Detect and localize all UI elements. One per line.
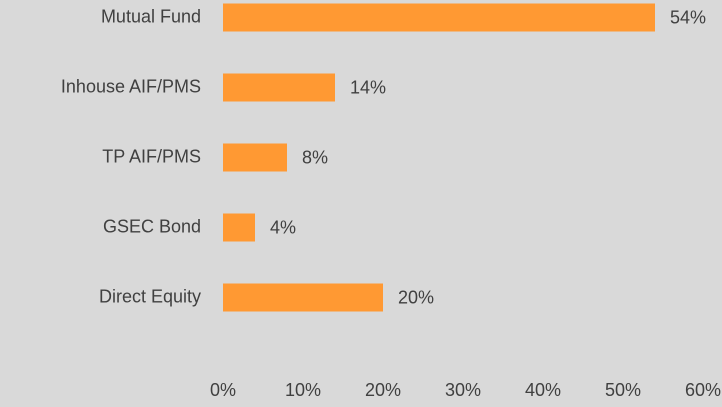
bar (223, 213, 255, 242)
y-tick-label: TP AIF/PMS (102, 146, 201, 166)
y-tick-label: Direct Equity (99, 286, 201, 306)
x-tick-label: 0% (210, 380, 236, 400)
bar (223, 283, 383, 312)
value-label: 14% (350, 77, 386, 97)
x-tick-label: 50% (605, 380, 641, 400)
bar (223, 3, 655, 32)
bar (223, 73, 335, 102)
value-label: 20% (398, 287, 434, 307)
x-tick-label: 40% (525, 380, 561, 400)
value-label: 4% (270, 217, 296, 237)
y-tick-label: GSEC Bond (103, 216, 201, 236)
y-tick-label: Inhouse AIF/PMS (61, 76, 201, 96)
bar (223, 143, 287, 172)
x-tick-label: 60% (685, 380, 721, 400)
value-label: 8% (302, 147, 328, 167)
x-tick-label: 20% (365, 380, 401, 400)
value-label: 54% (670, 7, 706, 27)
y-tick-label: Mutual Fund (101, 6, 201, 26)
x-tick-label: 30% (445, 380, 481, 400)
x-tick-label: 10% (285, 380, 321, 400)
